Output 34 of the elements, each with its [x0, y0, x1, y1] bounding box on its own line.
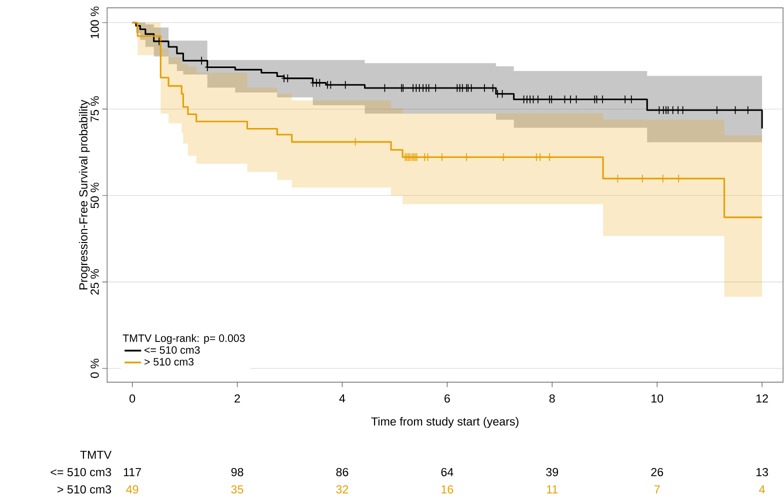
text: 49: [126, 485, 138, 494]
x-tick-label: 0: [130, 394, 136, 403]
legend-label: <= 510 cm3: [144, 346, 200, 354]
x-tick-label: 4: [339, 394, 346, 402]
x-axis-title: Time from study start (years): [371, 417, 518, 428]
text: 13: [756, 468, 768, 476]
text: 7: [654, 485, 660, 494]
x-tick-label: 2: [234, 394, 240, 403]
x-tick-label: 6: [444, 394, 450, 403]
y-tick-label: 75 %: [90, 96, 99, 122]
text: TMTV: [80, 450, 112, 459]
text: 117: [124, 468, 141, 476]
y-tick-label: 25 %: [90, 269, 99, 295]
y-tick-label: 100 %: [90, 6, 99, 38]
x-tick-label: 10: [652, 394, 664, 403]
y-axis-title: Progression-Free Survival probability: [78, 100, 90, 290]
text: 11: [546, 485, 558, 494]
x-tick-label: 12: [756, 394, 768, 403]
text: 86: [336, 468, 348, 476]
y-tick-label: 50 %: [90, 182, 99, 208]
text: 39: [546, 468, 558, 476]
legend-title: TMTV Log-rank: p= 0.003: [122, 334, 245, 344]
text: <= 510 cm3: [50, 468, 112, 476]
text: 26: [651, 468, 664, 476]
text: 98: [231, 468, 244, 476]
legend-label: > 510 cm3: [144, 358, 194, 366]
y-tick-label: 0 %: [90, 358, 99, 378]
text: 35: [231, 485, 244, 494]
text: 32: [336, 485, 348, 494]
x-tick-label: 8: [549, 394, 555, 403]
text: 16: [442, 485, 454, 494]
text: 4: [759, 485, 765, 494]
text: 64: [441, 468, 454, 476]
text: > 510 cm3: [58, 485, 112, 494]
